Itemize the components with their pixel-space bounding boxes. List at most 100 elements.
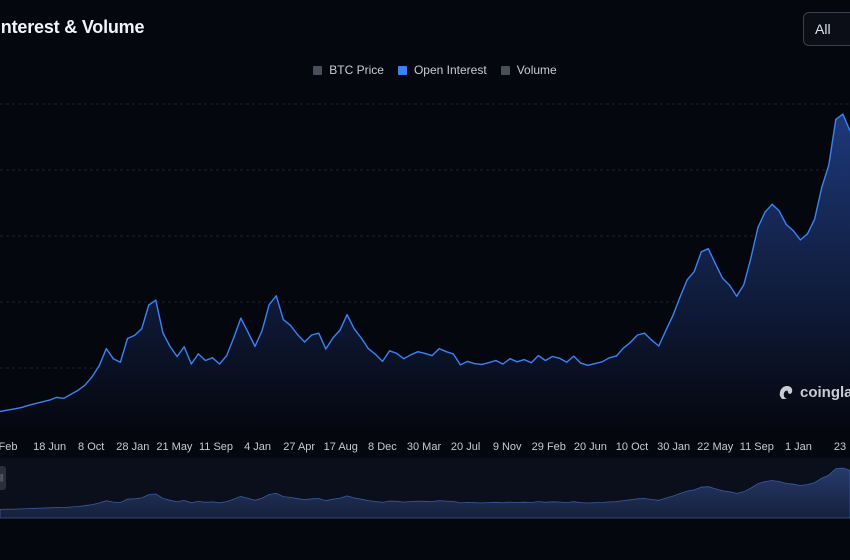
- data-point: [346, 314, 348, 316]
- data-point: [636, 334, 639, 336]
- legend-item-open-interest[interactable]: Open Interest: [397, 63, 487, 77]
- x-tick-label: 29 Feb: [532, 441, 566, 453]
- data-point: [268, 304, 270, 306]
- data-point: [226, 355, 228, 357]
- data-point: [559, 357, 561, 359]
- data-point: [757, 227, 759, 229]
- data-point: [247, 331, 249, 333]
- data-point: [403, 358, 405, 360]
- data-point: [828, 164, 830, 166]
- time-range-select[interactable]: All: [803, 12, 850, 46]
- data-point: [729, 284, 731, 286]
- data-point: [551, 355, 554, 358]
- data-point: [77, 389, 79, 391]
- legend-swatch-volume: [500, 65, 510, 75]
- data-point: [842, 113, 844, 115]
- data-point: [49, 399, 51, 401]
- data-point: [665, 330, 667, 332]
- data-point: [374, 353, 376, 355]
- data-point: [764, 211, 766, 213]
- data-point: [481, 363, 483, 365]
- data-point: [714, 263, 717, 265]
- data-point: [311, 334, 313, 336]
- data-point: [424, 352, 426, 354]
- data-point: [211, 357, 214, 359]
- data-point: [63, 397, 65, 399]
- open-interest-area: [0, 114, 850, 430]
- x-tick-label: 8 Dec: [368, 441, 397, 453]
- data-point: [183, 346, 185, 348]
- data-point: [608, 357, 610, 359]
- data-point: [438, 348, 440, 350]
- data-point: [318, 332, 320, 334]
- data-point: [240, 317, 242, 319]
- x-tick-label: 20 Jul: [451, 441, 480, 453]
- x-tick-label: 17 Aug: [324, 441, 358, 453]
- data-point: [743, 284, 745, 286]
- x-tick-label: 8 Oct: [78, 441, 104, 453]
- data-point: [261, 330, 263, 332]
- data-point: [325, 348, 327, 350]
- data-point: [296, 333, 299, 336]
- data-point: [821, 187, 823, 189]
- coinglass-logo-icon: [779, 386, 793, 399]
- navigator-series: [0, 467, 850, 519]
- data-point: [105, 348, 107, 350]
- data-point: [445, 351, 447, 353]
- x-tick-label: 4 Jan: [244, 441, 271, 453]
- data-point: [112, 358, 114, 360]
- data-point: [799, 239, 802, 241]
- x-tick-label: 30 Jan: [657, 441, 690, 453]
- data-point: [835, 118, 837, 120]
- data-point: [615, 355, 617, 357]
- x-tick-label: 28 Jan: [116, 441, 149, 453]
- data-point: [721, 277, 724, 279]
- x-tick-label: 21 May: [156, 441, 193, 453]
- data-point: [282, 319, 284, 321]
- data-point: [587, 364, 589, 366]
- data-point: [502, 363, 504, 365]
- coinglass-watermark: coingla: [776, 382, 850, 402]
- data-point: [396, 352, 398, 354]
- legend-item-btc-price[interactable]: BTC Price: [313, 63, 384, 77]
- data-point: [509, 358, 511, 360]
- data-point: [644, 332, 646, 334]
- x-tick-label: Feb: [0, 441, 17, 453]
- data-point: [580, 362, 582, 364]
- x-tick-label: 30 Mar: [407, 441, 442, 453]
- data-point: [792, 230, 794, 232]
- data-point: [601, 361, 603, 363]
- data-point: [693, 271, 695, 273]
- data-point: [417, 351, 419, 353]
- legend-label-volume: Volume: [516, 63, 557, 77]
- navigator-handle[interactable]: ||: [0, 466, 6, 490]
- data-point: [148, 304, 150, 306]
- data-point: [176, 355, 178, 358]
- data-point: [658, 345, 660, 347]
- data-point: [736, 295, 738, 297]
- data-point: [516, 361, 518, 363]
- data-point: [275, 295, 277, 297]
- data-point: [806, 233, 809, 235]
- x-tick-label: 18 Jun: [33, 441, 66, 453]
- data-point: [537, 355, 539, 357]
- data-point: [0, 410, 1, 413]
- data-point: [679, 296, 681, 298]
- data-point: [332, 337, 334, 339]
- data-point: [84, 384, 86, 386]
- data-point: [197, 353, 199, 355]
- data-point: [488, 362, 490, 364]
- x-tick-label: 1 Jan: [785, 441, 812, 453]
- data-point: [219, 363, 221, 365]
- data-point: [190, 363, 192, 365]
- x-tick-label: 11 Sep: [740, 441, 774, 453]
- legend-label-btc-price: BTC Price: [329, 63, 384, 77]
- data-point: [459, 364, 461, 366]
- data-point: [466, 360, 469, 362]
- x-tick-label: 11 Sep: [199, 441, 233, 453]
- x-tick-label: 22 May: [697, 441, 734, 453]
- legend-item-volume[interactable]: Volume: [500, 63, 557, 77]
- data-point: [119, 361, 121, 363]
- data-point: [27, 404, 29, 406]
